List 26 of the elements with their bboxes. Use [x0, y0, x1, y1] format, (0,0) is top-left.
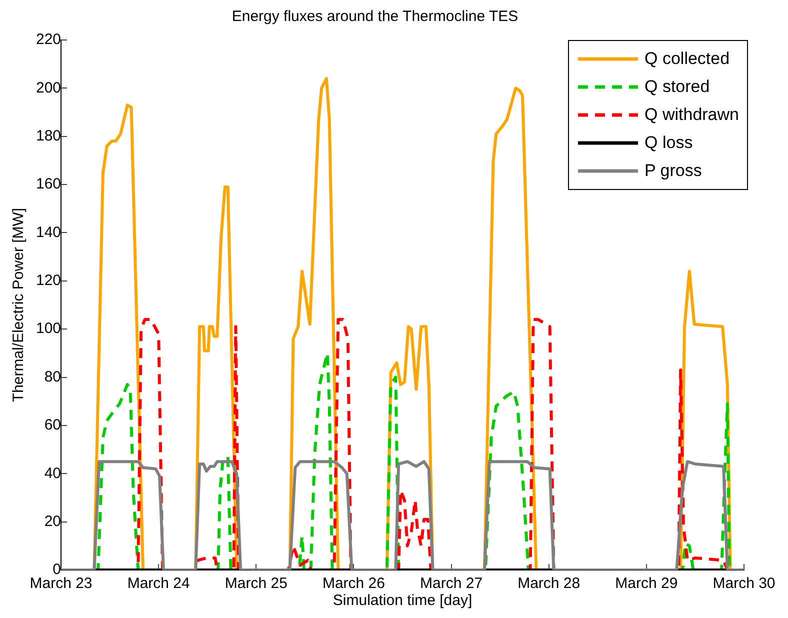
y-tick-label: 40 [44, 464, 62, 482]
y-tick-label: 200 [36, 79, 62, 96]
x-tick-label: March 30 [712, 575, 776, 593]
x-tick-label: March 27 [420, 575, 483, 593]
y-tick-label: 120 [36, 272, 62, 290]
y-tick-label: 80 [44, 368, 62, 386]
y-axis-title: Thermal/Electric Power [MW] [10, 208, 28, 402]
y-tick-label: 220 [36, 31, 62, 48]
chart-title: Energy fluxes around the Thermocline TES [232, 8, 518, 26]
x-tick-label: March 24 [127, 575, 190, 593]
x-tick-label: March 29 [615, 575, 678, 593]
x-tick-label: March 28 [518, 575, 580, 593]
legend-label: Q stored [644, 77, 710, 97]
y-tick-label: 180 [36, 128, 62, 145]
x-tick-label: March 25 [224, 575, 288, 593]
x-tick-label: March 26 [322, 575, 385, 593]
y-tick-label: 60 [44, 416, 62, 434]
y-tick-label: 160 [36, 176, 62, 193]
legend-label: Q loss [644, 133, 693, 153]
legend-label: Q collected [644, 49, 730, 69]
legend-label: P gross [644, 161, 702, 181]
y-tick-label: 140 [36, 224, 62, 241]
x-axis-title: Simulation time [day] [332, 592, 472, 610]
y-tick-label: 100 [36, 320, 62, 338]
legend-label: Q withdrawn [644, 105, 739, 125]
y-tick-label: 20 [44, 512, 62, 530]
